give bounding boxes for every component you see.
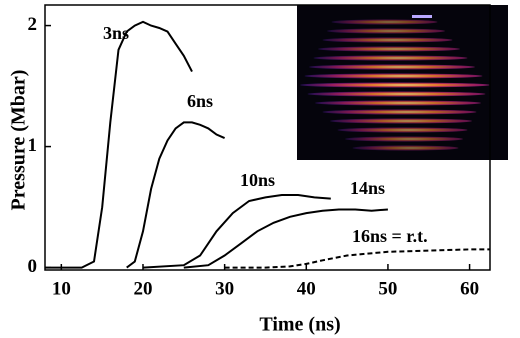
x-tick-label: 40 xyxy=(297,278,316,299)
y-axis-label: Pressure (Mbar) xyxy=(8,70,30,211)
fringe xyxy=(314,55,468,60)
series-label: 6ns xyxy=(187,91,213,111)
y-tick-label: 0 xyxy=(28,256,38,277)
line-series xyxy=(225,249,490,267)
fringe xyxy=(305,73,483,78)
line-series xyxy=(45,22,192,268)
line-series xyxy=(127,122,225,267)
y-tick-label: 2 xyxy=(28,14,38,35)
x-tick-label: 60 xyxy=(460,278,479,299)
fringe xyxy=(300,82,490,87)
fringe xyxy=(308,91,486,96)
inset-image xyxy=(297,5,508,160)
series-label: 10ns xyxy=(240,170,275,190)
x-tick-label: 10 xyxy=(52,278,71,299)
x-tick-label: 20 xyxy=(133,278,152,299)
fringe xyxy=(309,64,475,69)
marker xyxy=(412,15,432,18)
fringe xyxy=(338,127,468,132)
x-tick-label: 50 xyxy=(378,278,397,299)
fringe xyxy=(327,28,445,33)
x-axis-label: Time (ns) xyxy=(259,314,340,336)
series-label: 16ns = r.t. xyxy=(352,226,428,246)
fringe xyxy=(318,46,460,51)
chart: Time (ns) Pressure (Mbar) 10 20 30 40 50 60 0 1… xyxy=(0,0,520,338)
fringe xyxy=(330,118,472,123)
series-label: 3ns xyxy=(103,23,129,43)
fringe xyxy=(315,100,481,105)
y-tick-label: 1 xyxy=(28,135,38,156)
series-label: 14ns xyxy=(350,178,385,198)
fringe xyxy=(323,37,453,42)
x-tick-label: 30 xyxy=(215,278,234,299)
fringe xyxy=(353,145,459,150)
fringe xyxy=(332,19,438,24)
fringe xyxy=(323,109,477,114)
line-series xyxy=(143,195,331,268)
fringe xyxy=(345,136,463,141)
